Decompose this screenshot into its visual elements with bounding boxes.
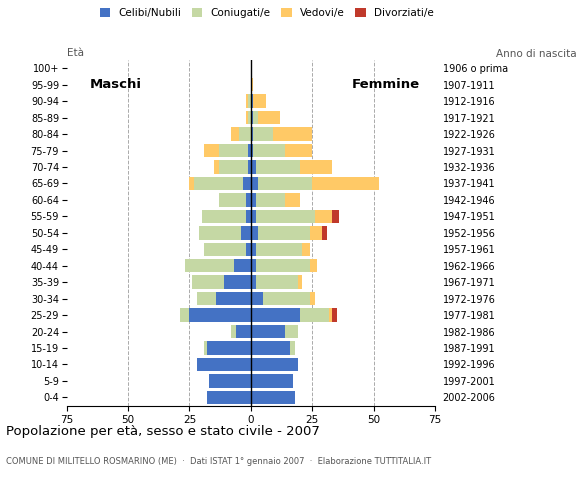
- Bar: [256, 160, 300, 174]
- Bar: [248, 95, 251, 108]
- Bar: [251, 391, 295, 404]
- Text: Maschi: Maschi: [90, 78, 142, 91]
- Bar: [194, 177, 244, 190]
- Bar: [302, 242, 310, 256]
- Bar: [204, 144, 219, 157]
- Bar: [238, 127, 251, 141]
- Bar: [216, 292, 251, 305]
- Bar: [248, 160, 251, 174]
- Bar: [258, 111, 280, 124]
- Bar: [251, 177, 258, 190]
- Bar: [253, 95, 266, 108]
- Bar: [219, 160, 248, 174]
- Bar: [251, 95, 253, 108]
- Bar: [244, 177, 251, 190]
- Bar: [256, 259, 310, 273]
- Text: Popolazione per età, sesso e stato civile - 2007: Popolazione per età, sesso e stato civil…: [6, 425, 320, 438]
- Bar: [190, 308, 251, 322]
- Bar: [234, 259, 251, 273]
- Bar: [332, 210, 339, 223]
- Bar: [310, 259, 317, 273]
- Bar: [315, 210, 332, 223]
- Bar: [251, 325, 285, 338]
- Bar: [312, 177, 379, 190]
- Bar: [290, 341, 295, 355]
- Bar: [204, 341, 206, 355]
- Bar: [322, 226, 327, 240]
- Bar: [251, 127, 253, 141]
- Bar: [251, 210, 256, 223]
- Bar: [256, 193, 285, 206]
- Text: Femmine: Femmine: [352, 78, 420, 91]
- Bar: [251, 144, 253, 157]
- Bar: [246, 95, 248, 108]
- Bar: [300, 308, 329, 322]
- Bar: [251, 78, 253, 91]
- Bar: [251, 308, 300, 322]
- Bar: [209, 374, 251, 388]
- Bar: [219, 193, 246, 206]
- Bar: [332, 308, 337, 322]
- Bar: [180, 308, 190, 322]
- Bar: [285, 325, 298, 338]
- Bar: [214, 160, 219, 174]
- Bar: [246, 193, 251, 206]
- Text: COMUNE DI MILITELLO ROSMARINO (ME)  ·  Dati ISTAT 1° gennaio 2007  ·  Elaborazio: COMUNE DI MILITELLO ROSMARINO (ME) · Dat…: [6, 457, 431, 466]
- Bar: [206, 341, 251, 355]
- Bar: [300, 160, 332, 174]
- Bar: [202, 210, 246, 223]
- Bar: [204, 242, 246, 256]
- Bar: [253, 111, 258, 124]
- Bar: [256, 276, 298, 289]
- Bar: [248, 111, 251, 124]
- Bar: [246, 210, 251, 223]
- Bar: [251, 111, 253, 124]
- Bar: [251, 242, 256, 256]
- Bar: [251, 374, 292, 388]
- Bar: [251, 160, 256, 174]
- Bar: [251, 276, 256, 289]
- Bar: [251, 292, 263, 305]
- Text: Età: Età: [67, 48, 84, 58]
- Bar: [263, 292, 310, 305]
- Bar: [273, 127, 312, 141]
- Bar: [219, 144, 248, 157]
- Bar: [192, 276, 224, 289]
- Bar: [197, 292, 216, 305]
- Text: Anno di nascita: Anno di nascita: [496, 49, 577, 59]
- Bar: [258, 177, 312, 190]
- Bar: [329, 308, 332, 322]
- Bar: [246, 242, 251, 256]
- Bar: [206, 391, 251, 404]
- Bar: [184, 259, 234, 273]
- Bar: [298, 276, 302, 289]
- Bar: [241, 226, 251, 240]
- Bar: [224, 276, 251, 289]
- Bar: [251, 193, 256, 206]
- Bar: [246, 111, 248, 124]
- Bar: [251, 259, 256, 273]
- Bar: [190, 177, 194, 190]
- Bar: [248, 144, 251, 157]
- Bar: [310, 292, 315, 305]
- Bar: [251, 341, 290, 355]
- Bar: [253, 144, 285, 157]
- Bar: [251, 358, 298, 371]
- Bar: [231, 127, 238, 141]
- Bar: [231, 325, 236, 338]
- Bar: [251, 226, 258, 240]
- Bar: [256, 242, 302, 256]
- Bar: [253, 127, 273, 141]
- Bar: [256, 210, 315, 223]
- Bar: [200, 226, 241, 240]
- Bar: [285, 193, 300, 206]
- Bar: [285, 144, 312, 157]
- Bar: [236, 325, 251, 338]
- Bar: [258, 226, 310, 240]
- Bar: [310, 226, 322, 240]
- Bar: [197, 358, 251, 371]
- Legend: Celibi/Nubili, Coniugati/e, Vedovi/e, Divorziati/e: Celibi/Nubili, Coniugati/e, Vedovi/e, Di…: [97, 5, 437, 22]
